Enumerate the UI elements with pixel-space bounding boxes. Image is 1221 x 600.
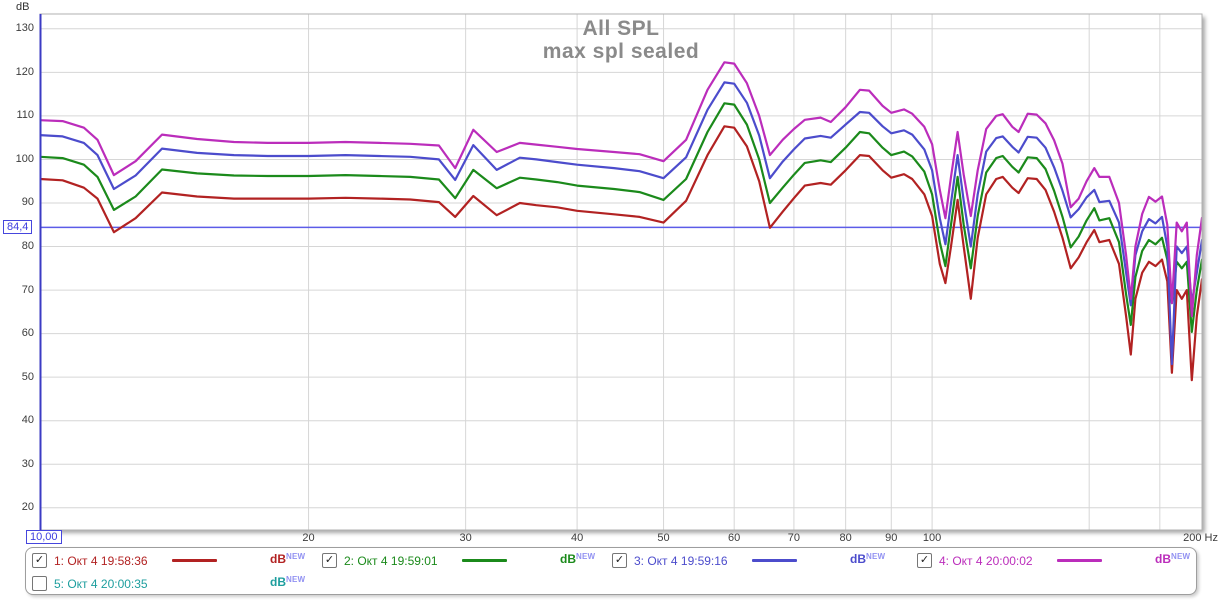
- plot-panel: [40, 14, 1202, 530]
- series-3-curve: [40, 81, 1202, 366]
- series-2-curve: [40, 102, 1202, 333]
- x-tick-label: 60: [728, 532, 741, 544]
- legend-unit-1: dBNEW: [270, 552, 305, 566]
- y-axis-unit-label: dB: [16, 1, 30, 13]
- x-tick-label: 40: [570, 532, 584, 544]
- x-tick-label: 90: [885, 532, 898, 544]
- series-4-curve: [40, 61, 1202, 318]
- chart-title: All SPL: [582, 17, 660, 40]
- legend-entry-2: ✓ 2: Окт 4 19:59:01 dBNEW: [322, 550, 608, 571]
- x-tick-label: 20: [302, 532, 315, 544]
- legend-unit-4: dBNEW: [1155, 552, 1190, 566]
- legend-unit-sup-3: NEW: [866, 552, 886, 561]
- legend-unit-sup-5: NEW: [286, 575, 306, 584]
- series-1-curve: [40, 125, 1202, 382]
- y-tick-label: 80: [21, 240, 34, 253]
- legend-unit-sup-1: NEW: [286, 552, 306, 561]
- legend-line-sample-3: [752, 559, 797, 562]
- legend-unit-text-1: dB: [270, 552, 286, 566]
- legend-checkbox-3[interactable]: ✓: [612, 553, 627, 568]
- y-tick-label: 30: [21, 457, 34, 470]
- legend-label-3[interactable]: 3: Окт 4 19:59:16: [634, 553, 728, 568]
- y-tick-label: 100: [15, 152, 34, 165]
- legend-checkbox-4[interactable]: ✓: [917, 553, 932, 568]
- legend-unit-text-4: dB: [1155, 552, 1171, 566]
- legend-unit-5: dBNEW: [270, 575, 305, 589]
- legend-panel: ✓ 1: Окт 4 19:58:36 dBNEW ✓ 2: Окт 4 19:…: [25, 547, 1197, 595]
- legend-checkbox-1[interactable]: ✓: [32, 553, 47, 568]
- legend-checkbox-2[interactable]: ✓: [322, 553, 337, 568]
- y-tick-label: 40: [21, 414, 34, 427]
- y-tick-label: 70: [21, 283, 34, 296]
- x-axis-min-field[interactable]: 10,00: [26, 530, 62, 544]
- x-tick-label: 100: [922, 532, 942, 544]
- legend-unit-2: dBNEW: [560, 552, 595, 566]
- x-tick-label: 50: [657, 532, 670, 544]
- legend-line-sample-4: [1057, 559, 1102, 562]
- y-tick-label: 20: [21, 501, 34, 514]
- y-tick-label: 120: [15, 65, 34, 78]
- legend-label-4[interactable]: 4: Окт 4 20:00:02: [939, 553, 1033, 568]
- legend-unit-sup-4: NEW: [1171, 552, 1191, 561]
- chart-subtitle: max spl sealed: [542, 40, 700, 63]
- x-tick-label: 30: [459, 532, 472, 544]
- legend-unit-sup-2: NEW: [576, 552, 596, 561]
- legend-line-sample-1: [172, 559, 217, 562]
- legend-label-2[interactable]: 2: Окт 4 19:59:01: [344, 553, 438, 568]
- x-tick-label: 80: [839, 532, 852, 544]
- plot-border: [39, 13, 1203, 531]
- y-tick-label: 130: [15, 22, 34, 35]
- y-tick-label: 60: [21, 327, 34, 340]
- legend-label-1[interactable]: 1: Окт 4 19:58:36: [54, 553, 148, 568]
- x-axis-end-label: 200 Hz: [1183, 532, 1218, 544]
- legend-entry-3: ✓ 3: Окт 4 19:59:16 dBNEW: [612, 550, 898, 571]
- hline-value-field[interactable]: 84,4: [3, 220, 33, 234]
- legend-label-5[interactable]: 5: Окт 4 20:00:35: [54, 576, 148, 591]
- legend-unit-text-3: dB: [850, 552, 866, 566]
- legend-line-sample-2: [462, 559, 507, 562]
- x-tick-label: 70: [787, 532, 801, 544]
- legend-unit-3: dBNEW: [850, 552, 885, 566]
- legend-unit-text-2: dB: [560, 552, 576, 566]
- legend-entry-4: ✓ 4: Окт 4 20:00:02 dBNEW: [917, 550, 1203, 571]
- y-tick-label: 110: [16, 109, 34, 122]
- legend-entry-5: 5: Окт 4 20:00:35 dBNEW: [32, 573, 318, 594]
- legend-checkbox-5[interactable]: [32, 576, 47, 591]
- legend-entry-1: ✓ 1: Окт 4 19:58:36 dBNEW: [32, 550, 318, 571]
- y-tick-label: 90: [21, 196, 34, 209]
- y-tick-label: 50: [21, 370, 34, 383]
- legend-unit-text-5: dB: [270, 575, 286, 589]
